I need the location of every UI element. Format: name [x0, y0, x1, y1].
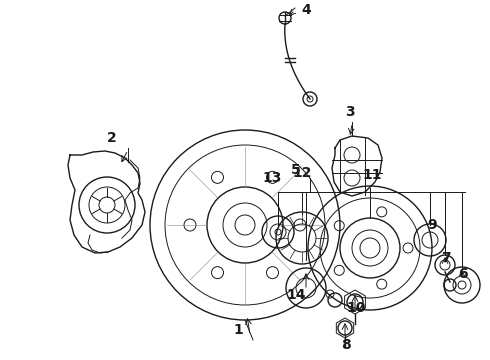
Text: 1: 1 — [233, 323, 243, 337]
Text: 4: 4 — [301, 3, 311, 17]
Text: 2: 2 — [107, 131, 117, 145]
Text: 5: 5 — [291, 163, 301, 177]
Text: 13: 13 — [262, 171, 282, 185]
Text: 10: 10 — [346, 301, 366, 315]
Text: 7: 7 — [441, 251, 451, 265]
Text: 8: 8 — [341, 338, 351, 352]
Text: 14: 14 — [286, 288, 306, 302]
Text: 11: 11 — [362, 168, 382, 182]
Text: 12: 12 — [292, 166, 312, 180]
Text: 9: 9 — [427, 218, 437, 232]
Text: 6: 6 — [458, 267, 468, 281]
Text: 3: 3 — [345, 105, 355, 119]
